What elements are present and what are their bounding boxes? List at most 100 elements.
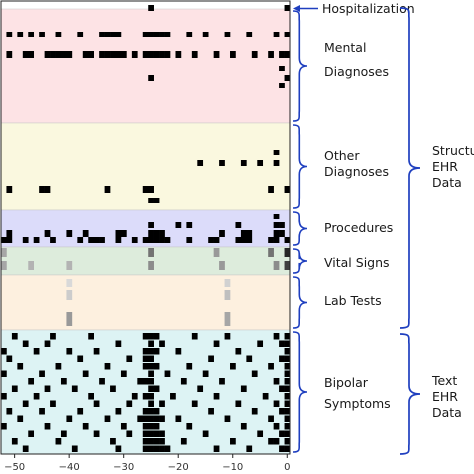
event-cell [268, 248, 274, 257]
event-cell [148, 393, 154, 400]
event-cell [279, 340, 285, 347]
event-cell [279, 83, 285, 88]
event-cell [284, 237, 291, 243]
event-cell [240, 237, 247, 243]
band-lab-tests [0, 274, 291, 331]
event-cell [175, 222, 182, 228]
event-cell [273, 237, 280, 243]
band-label-mental-diagnoses: Diagnoses [324, 64, 389, 79]
event-cell [159, 237, 165, 243]
event-cell [82, 423, 89, 430]
event-cell [153, 237, 160, 243]
event-cell [110, 32, 116, 37]
event-cell [240, 160, 247, 166]
event-cell [104, 186, 111, 193]
event-cell [1, 370, 7, 377]
event-cell [279, 222, 285, 228]
event-cell [219, 230, 225, 237]
event-cell [148, 230, 154, 237]
event-cell [153, 438, 160, 445]
event-cell [142, 237, 149, 243]
event-cell [262, 393, 269, 400]
event-cell [273, 222, 280, 228]
event-cell [246, 230, 253, 237]
event-cell [191, 51, 198, 58]
event-cell [33, 348, 40, 355]
event-cell [153, 230, 160, 237]
event-cell [180, 438, 187, 445]
event-cell [148, 370, 154, 377]
brace-vital-signs [292, 248, 308, 274]
event-cell [240, 230, 247, 237]
event-cell [77, 408, 84, 415]
brace-other-diagnoses [292, 124, 308, 209]
event-cell [50, 51, 56, 58]
x-tick-label: −20 [168, 462, 189, 473]
event-cell [213, 393, 220, 400]
event-cell [115, 230, 122, 237]
event-cell [148, 348, 154, 355]
x-tick-label: −50 [4, 462, 25, 473]
event-cell [257, 160, 264, 166]
event-cell [28, 378, 35, 385]
event-cell [208, 355, 214, 362]
event-cell [1, 261, 7, 270]
event-cell [175, 348, 182, 355]
event-cell [82, 230, 89, 237]
event-cell [164, 32, 171, 37]
event-cell [224, 333, 231, 340]
event-cell [284, 393, 291, 400]
event-cell [148, 423, 154, 430]
event-cell [17, 32, 24, 37]
event-cell [39, 370, 45, 377]
event-cell [273, 230, 280, 237]
event-cell [66, 51, 73, 58]
event-cell [159, 340, 165, 347]
event-cell [99, 237, 105, 243]
event-cell [104, 415, 111, 422]
event-cell [66, 290, 73, 300]
event-cell [202, 32, 209, 37]
hospitalization-label: Hospitalization [322, 1, 415, 16]
event-cell [213, 237, 220, 243]
event-cell [66, 230, 73, 237]
event-cell [1, 237, 7, 243]
event-cell [153, 445, 160, 452]
event-cell [82, 51, 89, 58]
brace-procedures [292, 211, 308, 246]
event-cell [148, 5, 154, 11]
group-label-text-ehr-data: Data [432, 405, 462, 420]
group-label-structured-ehr-data: EHR [432, 159, 458, 174]
x-tick-label: −40 [59, 462, 80, 473]
event-cell [142, 438, 149, 445]
event-cell [273, 333, 280, 340]
event-cell [284, 415, 291, 422]
event-cell [44, 423, 51, 430]
event-cell [257, 430, 264, 437]
event-cell [28, 51, 35, 58]
event-cell [22, 51, 29, 58]
event-cell [44, 230, 51, 237]
event-cell [137, 415, 144, 422]
event-cell [279, 385, 285, 392]
event-cell [159, 430, 165, 437]
event-cell [284, 423, 291, 430]
event-cell [153, 363, 160, 370]
event-cell [279, 230, 285, 237]
brace-mental-diagnoses [292, 10, 308, 122]
event-cell [273, 378, 280, 385]
event-cell [104, 363, 111, 370]
event-cell [55, 32, 62, 37]
group-label-structured-ehr-data: Data [432, 175, 462, 190]
event-cell [66, 348, 73, 355]
event-cell [284, 75, 291, 81]
event-cell [159, 445, 165, 452]
event-cell [77, 32, 84, 37]
event-cell [279, 51, 285, 58]
event-cell [93, 348, 100, 355]
band-label-other-diagnoses: Other [324, 148, 360, 163]
event-cell [142, 363, 149, 370]
event-cell [191, 400, 198, 407]
event-cell [44, 186, 51, 193]
event-cell [186, 32, 193, 37]
